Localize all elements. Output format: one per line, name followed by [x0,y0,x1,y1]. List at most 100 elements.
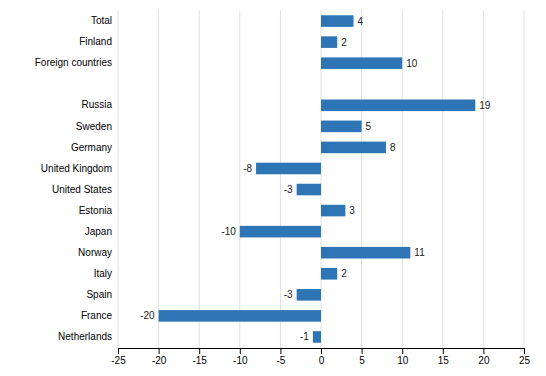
x-tick-label: 0 [319,355,325,366]
y-tick-label: Spain [86,289,112,300]
grid-line [199,10,200,348]
y-tick-label: Italy [94,268,112,279]
bar [297,289,321,301]
bar [256,163,321,175]
y-tick: Foreign countries [35,57,112,68]
data-label: -3 [284,184,293,195]
x-tick: 25 [519,348,531,366]
bar [321,36,337,48]
y-tick: Finland [79,36,112,47]
y-tick-label: Finland [79,36,112,47]
y-tick-label: Russia [81,99,112,110]
x-tick-label: -25 [111,355,126,366]
data-labels: 42101958-8-33-10112-3-20-1 [140,16,491,343]
y-tick: Norway [78,247,112,258]
data-label: 2 [341,268,347,279]
data-label: -20 [140,310,155,321]
data-label: -8 [243,163,252,174]
bar [297,184,321,196]
y-tick: Total [91,15,112,26]
grid-line [442,10,443,348]
y-tick-label: United Kingdom [41,163,112,174]
y-tick: Russia [81,99,112,110]
grid-line [239,10,240,348]
x-tick-mark [240,348,241,354]
y-tick-label: Netherlands [58,331,112,342]
bar [321,142,386,154]
bar [321,247,410,259]
x-tick-label: -5 [276,355,285,366]
y-tick-label: France [81,310,113,321]
x-tick: -25 [111,348,126,366]
bar [159,310,321,322]
x-tick: -10 [233,348,248,366]
x-tick: 0 [319,348,325,366]
data-label: -10 [221,226,236,237]
data-label: 5 [366,121,372,132]
x-tick-label: 15 [438,355,450,366]
bars [159,15,476,342]
chart: -25-20-15-10-50510152025TotalFinlandFore… [0,0,546,376]
x-tick-mark [443,348,444,354]
x-axis: -25 -20 -15 -10 -5 0 5 10 15 20 25 [111,348,530,366]
x-tick: -20 [152,348,167,366]
y-tick: Germany [71,142,112,153]
y-tick: United States [52,184,112,195]
x-tick-mark [483,348,484,354]
grid-line [118,10,119,348]
bar [321,57,402,69]
x-tick-mark [199,348,200,354]
x-tick-mark [280,348,281,354]
y-tick-label: Total [91,15,112,26]
x-tick-label: -10 [233,355,248,366]
x-tick-mark [321,348,322,354]
data-label: 2 [341,37,347,48]
bar [240,226,321,238]
y-tick-label: United States [52,184,112,195]
data-label: 8 [390,142,396,153]
bar [321,205,345,217]
y-tick-label: Japan [85,226,112,237]
y-tick: Estonia [79,205,113,216]
y-tick: Spain [86,289,112,300]
bar [321,268,337,280]
x-tick: 20 [478,348,490,366]
data-label: 3 [349,205,355,216]
data-label: -3 [284,289,293,300]
y-tick-label: Estonia [79,205,113,216]
grid-line [280,10,281,348]
data-label: 4 [357,16,363,27]
x-axis-line [119,349,525,355]
plot: -25-20-15-10-50510152025TotalFinlandFore… [35,10,531,366]
y-tick: Sweden [76,121,112,132]
bar [321,121,362,133]
y-tick: France [81,310,113,321]
y-tick: United Kingdom [41,163,112,174]
data-label: 11 [414,247,425,258]
x-tick: -15 [192,348,207,366]
x-tick-mark [402,348,403,354]
grid-line [524,10,525,348]
x-tick: 5 [359,348,365,366]
y-tick-label: Germany [71,142,112,153]
x-tick-mark [118,348,119,354]
data-label: 10 [406,58,418,69]
x-tick-label: -20 [152,355,167,366]
x-tick: 10 [397,348,409,366]
x-tick: -5 [276,348,285,366]
x-tick: 15 [438,348,450,366]
x-tick-label: -15 [192,355,207,366]
x-tick-label: 5 [359,355,365,366]
bar [321,15,353,27]
bar [321,100,475,112]
y-tick: Italy [94,268,112,279]
data-label: -1 [300,331,309,342]
bar [313,331,321,343]
grid-line [158,10,159,348]
x-tick-label: 20 [478,355,490,366]
y-tick-label: Foreign countries [35,57,112,68]
x-tick-label: 10 [397,355,409,366]
grid [118,10,524,348]
y-tick-label: Norway [78,247,112,258]
x-tick-mark [159,348,160,354]
